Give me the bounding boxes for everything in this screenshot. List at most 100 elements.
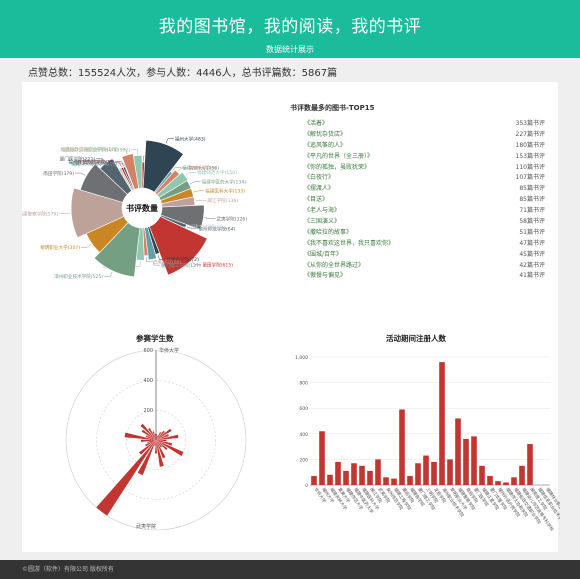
bar[interactable] <box>367 470 373 485</box>
polar-bar[interactable] <box>156 440 166 459</box>
bar[interactable] <box>455 418 461 485</box>
pie-slice-label: 福建警察学院(579) <box>22 210 58 217</box>
top15-item[interactable]: 《撒哈拉的故事》 51篇书评 <box>290 228 560 239</box>
page-footer: ©圆游（软件）有限公司 版权所有 <box>0 560 580 579</box>
pie-label-line <box>185 172 197 176</box>
review-count: 353篇书评 <box>515 120 545 127</box>
polar-bar[interactable] <box>140 423 156 440</box>
polar-top-label: 华侨大学 <box>159 347 179 354</box>
polar-bar[interactable] <box>156 440 184 457</box>
pie-label-line <box>186 226 198 229</box>
top15-item[interactable]: 《平凡的世界（全三册）》 153篇书评 <box>290 152 560 163</box>
bar[interactable] <box>311 476 317 485</box>
polar-bar[interactable] <box>156 439 167 442</box>
polar-bar[interactable] <box>137 440 156 476</box>
polar-bar[interactable] <box>145 440 156 447</box>
polar-bar[interactable] <box>156 431 162 440</box>
pie-slice-label: 闽江学院(136) <box>207 197 238 204</box>
top15-item[interactable]: 《傲慢与偏见》 41篇书评 <box>290 271 560 282</box>
page-subtitle: 数据统计展示 <box>266 45 314 54</box>
pie-label-line <box>193 190 205 193</box>
bar[interactable] <box>479 465 485 485</box>
polar-bar[interactable] <box>154 440 156 446</box>
polar-bar[interactable] <box>147 440 156 444</box>
top15-item[interactable]: 《摆渡人》 85篇书评 <box>290 184 560 195</box>
bar[interactable] <box>495 481 501 485</box>
polar-bar[interactable] <box>154 434 156 440</box>
polar-bar[interactable] <box>124 432 156 440</box>
polar-bar[interactable] <box>145 435 156 440</box>
review-count: 71篇书评 <box>519 207 545 215</box>
bar[interactable] <box>383 477 389 485</box>
bar[interactable] <box>447 459 453 485</box>
polar-tick-label: 400 <box>143 378 153 384</box>
bar[interactable] <box>423 455 429 485</box>
top15-item[interactable]: 《三国演义》 58篇书评 <box>290 217 560 228</box>
polar-bar[interactable] <box>96 440 156 516</box>
bar[interactable] <box>319 431 325 485</box>
book-title: 《目送》 <box>304 196 329 204</box>
bar[interactable] <box>487 476 493 485</box>
review-count: 58篇书评 <box>519 218 545 226</box>
bar[interactable] <box>407 476 413 485</box>
book-title: 《围城/百年》 <box>304 250 343 258</box>
pie-slice-label: 武夷学院(326) <box>216 215 247 222</box>
bar[interactable] <box>415 463 421 485</box>
polar-bar[interactable] <box>156 434 179 440</box>
polar-bar[interactable] <box>156 434 169 440</box>
polar-grid-ring <box>126 410 187 471</box>
polar-bar[interactable] <box>152 431 156 440</box>
pie-slice-label: 福建幼儿师范高等专科学校(132) <box>63 146 131 153</box>
pie-slice-label: 福建师大协和学院(15) <box>71 161 117 168</box>
pie-slice-label: 黎明职业大学(307) <box>40 244 80 251</box>
bar[interactable] <box>519 465 525 485</box>
polar-bar[interactable] <box>154 440 158 454</box>
top15-item[interactable]: 《老人与海》 71篇书评 <box>290 206 560 217</box>
bar[interactable] <box>327 474 333 485</box>
book-title: 《摆渡人》 <box>304 185 335 193</box>
top15-item[interactable]: 《追风筝的人》 180篇书评 <box>290 141 560 152</box>
bar[interactable] <box>503 482 509 485</box>
top15-item[interactable]: 《从你的全世界路过》 42篇书评 <box>290 261 560 272</box>
bar[interactable] <box>343 470 349 485</box>
polar-bar[interactable] <box>141 439 156 442</box>
top15-item[interactable]: 《白夜行》 107篇书评 <box>290 173 560 184</box>
top15-item[interactable]: 《解忧杂货店》 227篇书评 <box>290 130 560 141</box>
bar[interactable] <box>399 409 405 485</box>
top15-item[interactable]: 《活着》 353篇书评 <box>290 119 560 130</box>
pie-center-hole <box>122 188 162 228</box>
polar-bar[interactable] <box>156 440 162 448</box>
pie-slice-label: 三明学院(66) <box>154 258 182 265</box>
summary-stats: 点赞总数：155524人次，参与人数：4446人，总书评篇数：5867篇 <box>28 68 338 79</box>
bar[interactable] <box>359 465 365 485</box>
pie-label-line <box>152 260 160 266</box>
polar-bar[interactable] <box>156 440 168 451</box>
polar-bar[interactable] <box>148 427 156 440</box>
bar[interactable] <box>463 438 469 485</box>
bar[interactable] <box>527 444 533 485</box>
polar-bar[interactable] <box>156 435 158 440</box>
bar[interactable] <box>335 461 341 485</box>
top15-item[interactable]: 《目送》 85篇书评 <box>290 195 560 206</box>
polar-bar[interactable] <box>156 434 158 440</box>
bar[interactable] <box>391 478 397 485</box>
bar[interactable] <box>471 436 477 485</box>
top15-item[interactable]: 《围城/百年》 45篇书评 <box>290 250 560 261</box>
polar-bar[interactable] <box>139 440 156 455</box>
top15-item[interactable]: 《你的孤独，虽败犹荣》 110篇书评 <box>290 163 560 174</box>
bar[interactable] <box>439 362 445 485</box>
polar-bar[interactable] <box>141 429 156 440</box>
top15-item[interactable]: 《我不喜欢这世界，我只喜欢你》 47篇书评 <box>290 239 560 250</box>
bar[interactable] <box>511 477 517 485</box>
polar-bar[interactable] <box>156 440 173 446</box>
polar-bar[interactable] <box>156 430 165 440</box>
polar-bar[interactable] <box>156 428 172 440</box>
book-title: 《我不喜欢这世界，我只喜欢你》 <box>304 239 395 247</box>
bar[interactable] <box>431 461 437 485</box>
bar[interactable] <box>375 459 381 485</box>
bar-y-tick: 200 <box>299 457 308 463</box>
bar[interactable] <box>351 463 357 485</box>
pie-label-line <box>145 256 153 262</box>
pie-label-line <box>204 217 216 219</box>
polar-bar[interactable] <box>156 440 164 467</box>
